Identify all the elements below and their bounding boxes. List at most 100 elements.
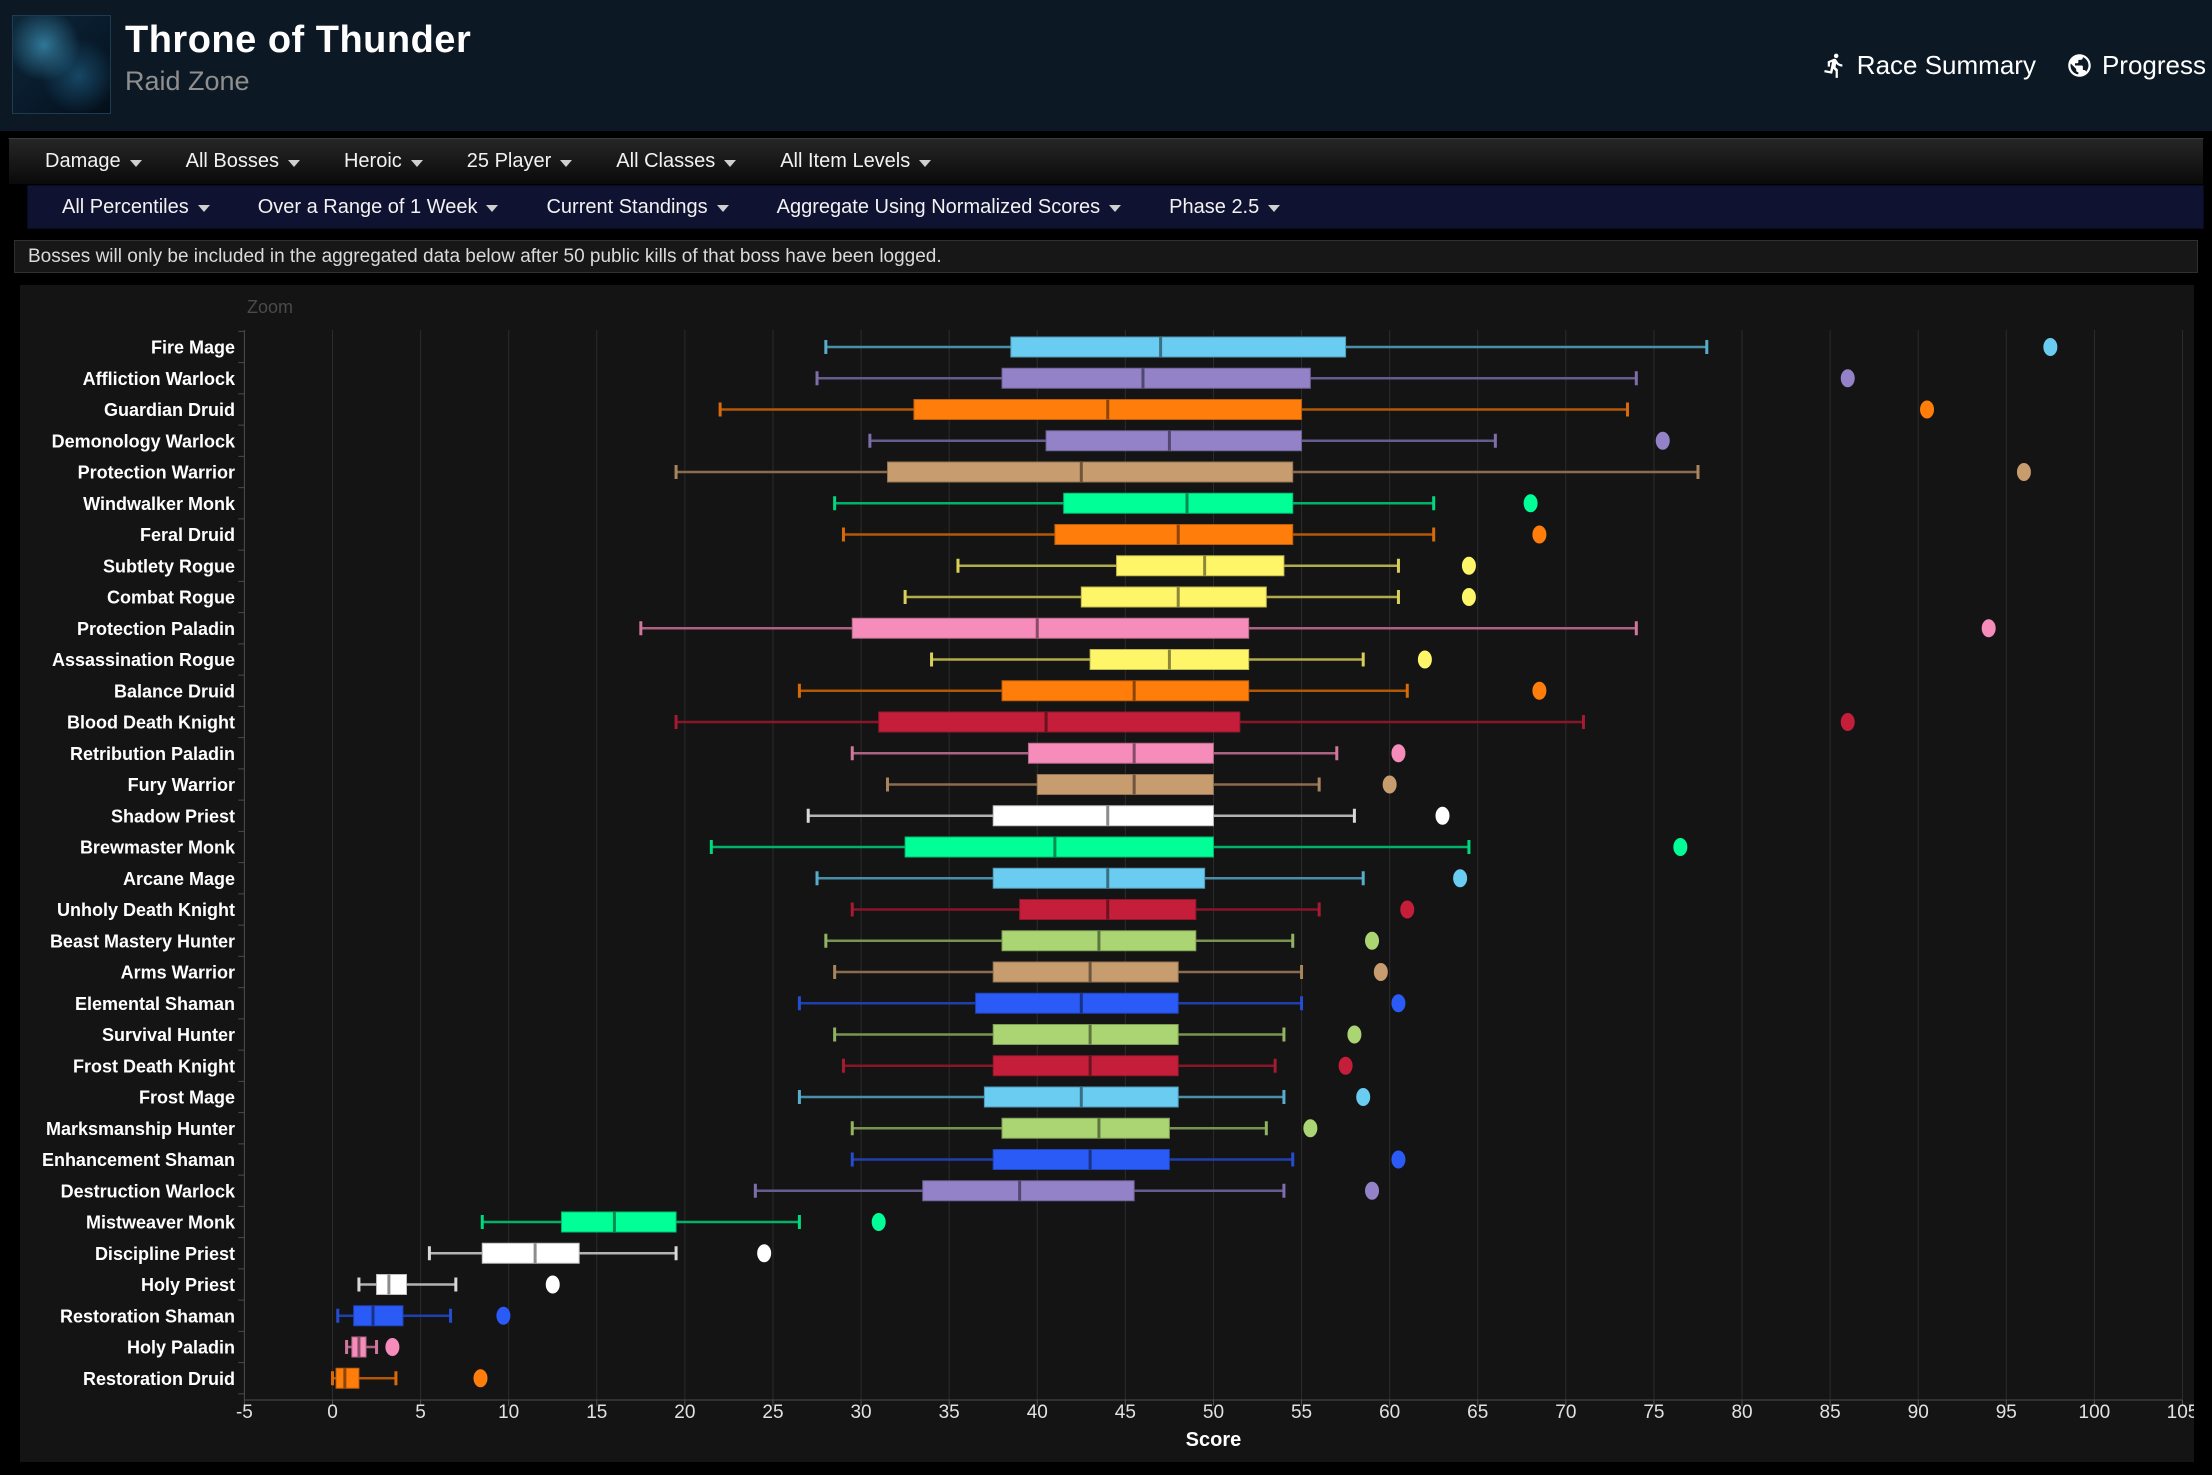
header-link-label: Progress — [2101, 50, 2206, 80]
outlier-point — [1365, 1181, 1380, 1200]
zone-titles: Throne of Thunder Raid Zone — [125, 18, 471, 98]
outlier-point — [1391, 1150, 1406, 1169]
filter-all-bosses-dropdown[interactable]: All Bosses — [164, 150, 322, 173]
outlier-point — [2043, 338, 2058, 356]
outlier-point — [1435, 806, 1450, 825]
page-title: Throne of Thunder — [125, 19, 472, 61]
boxplot-row-frost-mage[interactable] — [797, 1086, 1371, 1108]
filter-phase-2-5-dropdown[interactable]: Phase 2.5 — [1145, 196, 1304, 219]
box — [1054, 524, 1294, 545]
box — [335, 1367, 360, 1389]
x-tick-label: 100 — [2079, 1402, 2111, 1423]
boxplot-row-discipline-priest[interactable] — [427, 1242, 772, 1264]
y-axis-label-protection-paladin: Protection Paladin — [77, 619, 235, 639]
boxplot-row-assassination-rogue[interactable] — [930, 649, 1432, 670]
boxplot-row-brewmaster-monk[interactable] — [709, 836, 1688, 858]
dropdown-label: All Item Levels — [780, 150, 911, 172]
boxplot-row-elemental-shaman[interactable] — [797, 992, 1406, 1014]
x-tick-label: 40 — [1027, 1402, 1048, 1423]
boxplot-row-arcane-mage[interactable] — [815, 867, 1468, 889]
box — [992, 1024, 1179, 1045]
boxplot-row-unholy-death-knight[interactable] — [850, 899, 1415, 920]
y-axis-label-discipline-priest: Discipline Priest — [95, 1244, 235, 1264]
boxplot-row-fire-mage[interactable] — [824, 336, 2058, 358]
y-axis-label-elemental-shaman: Elemental Shaman — [75, 994, 235, 1014]
filter-over-a-range-of-1-week-dropdown[interactable]: Over a Range of 1 Week — [234, 196, 523, 219]
outlier-point — [1523, 494, 1538, 513]
boxplot-row-windwalker-monk[interactable] — [833, 492, 1538, 514]
chart-canvas[interactable]: -5 0 5 10 15 20 25 30 35 40 45 50 55 60 65 70 75 80 85 90 95… — [20, 285, 2198, 1462]
filter-25-player-dropdown[interactable]: 25 Player — [445, 150, 595, 173]
outlier-point — [757, 1244, 772, 1263]
filter-bar-primary: Damage All Bosses Heroic 25 Player All Class… — [8, 138, 2204, 185]
y-axis-label-arcane-mage: Arcane Mage — [123, 869, 235, 889]
boxplot-row-restoration-druid[interactable] — [331, 1367, 488, 1389]
y-axis-label-frost-death-knight: Frost Death Knight — [73, 1056, 235, 1076]
box — [1010, 336, 1347, 358]
boxplot-row-arms-warrior[interactable] — [833, 961, 1388, 983]
boxplot-row-protection-warrior[interactable] — [674, 461, 2031, 483]
dropdown-label: All Percentiles — [62, 195, 189, 218]
y-axis-label-combat-rogue: Combat Rogue — [107, 588, 235, 608]
box — [1001, 680, 1250, 702]
x-axis-title: Score — [1186, 1429, 1242, 1451]
dropdown-label: Phase 2.5 — [1169, 195, 1260, 218]
outlier-point — [871, 1213, 886, 1231]
outlier-point — [1373, 963, 1388, 981]
filter-all-item-levels-dropdown[interactable]: All Item Levels — [758, 150, 953, 173]
boxplot-row-balance-druid[interactable] — [797, 680, 1547, 702]
boxplot-row-destruction-warlock[interactable] — [753, 1180, 1380, 1202]
boxplot-row-retribution-paladin[interactable] — [850, 742, 1406, 764]
header-link-progress[interactable]: Progress — [2066, 50, 2206, 81]
boxplot-row-affliction-warlock[interactable] — [815, 367, 1855, 389]
boxplot-row-mistweaver-monk[interactable] — [480, 1211, 886, 1233]
boxplot-row-marksmanship-hunter[interactable] — [850, 1117, 1318, 1139]
outlier-point — [1303, 1119, 1318, 1138]
filter-damage-dropdown[interactable]: Damage — [23, 150, 164, 173]
boxplot-row-holy-paladin[interactable] — [345, 1336, 400, 1358]
box — [886, 461, 1294, 483]
filter-all-percentiles-dropdown[interactable]: All Percentiles — [38, 196, 234, 219]
outlier-point — [1920, 400, 1935, 419]
box — [922, 1180, 1135, 1202]
boxplot-row-demonology-warlock[interactable] — [868, 430, 1670, 452]
boxplot-row-restoration-shaman[interactable] — [336, 1305, 511, 1327]
box — [904, 836, 1214, 858]
boxplot-chart[interactable]: Zoom -5 0 5 10 15 20 25 30 35 40 45 50 55 60 65 70 75 80 8… — [20, 285, 2198, 1462]
boxplot-row-enhancement-shaman[interactable] — [850, 1149, 1406, 1170]
filter-all-classes-dropdown[interactable]: All Classes — [594, 150, 758, 173]
x-tick-label: 30 — [850, 1402, 871, 1423]
x-tick-label: 70 — [1555, 1402, 1576, 1423]
boxplot-row-survival-hunter[interactable] — [833, 1024, 1362, 1045]
box — [1063, 492, 1294, 514]
boxplot-row-subtlety-rogue[interactable] — [956, 555, 1476, 577]
boxplot-row-guardian-druid[interactable] — [718, 399, 1935, 420]
x-tick-label: 75 — [1643, 1402, 1664, 1423]
header-link-race-summary[interactable]: Race Summary — [1821, 50, 2036, 81]
filter-heroic-dropdown[interactable]: Heroic — [322, 150, 445, 173]
dropdown-label: Aggregate Using Normalized Scores — [776, 195, 1101, 218]
boxplot-row-beast-mastery-hunter[interactable] — [824, 930, 1380, 952]
dropdown-label: Damage — [45, 150, 121, 172]
dropdown-label: Over a Range of 1 Week — [257, 195, 478, 218]
boxplot-row-protection-paladin[interactable] — [639, 617, 1996, 639]
x-tick-label: 55 — [1291, 1402, 1312, 1423]
boxplot-row-fury-warrior[interactable] — [885, 774, 1397, 795]
outlier-point — [1840, 369, 1855, 388]
x-tick-label: 25 — [762, 1402, 783, 1423]
boxplot-row-holy-priest[interactable] — [357, 1274, 560, 1295]
y-axis-label-blood-death-knight: Blood Death Knight — [67, 713, 235, 733]
filter-current-standings-dropdown[interactable]: Current Standings — [522, 196, 752, 219]
boxplot-row-combat-rogue[interactable] — [903, 586, 1476, 608]
chevron-down-icon — [919, 159, 932, 167]
box — [992, 1149, 1170, 1170]
notice-text: Bosses will only be included in the aggr… — [28, 246, 942, 267]
filter-aggregate-using-normalized-scores-dropdown[interactable]: Aggregate Using Normalized Scores — [753, 196, 1146, 219]
boxplot-row-shadow-priest[interactable] — [806, 805, 1450, 827]
boxplot-row-blood-death-knight[interactable] — [674, 711, 1855, 733]
boxplot-row-feral-druid[interactable] — [841, 524, 1547, 545]
boxplot-row-frost-death-knight[interactable] — [841, 1055, 1353, 1077]
box — [1045, 430, 1303, 452]
x-tick-label: 105 — [2167, 1402, 2194, 1423]
dropdown-label: Current Standings — [546, 195, 708, 218]
